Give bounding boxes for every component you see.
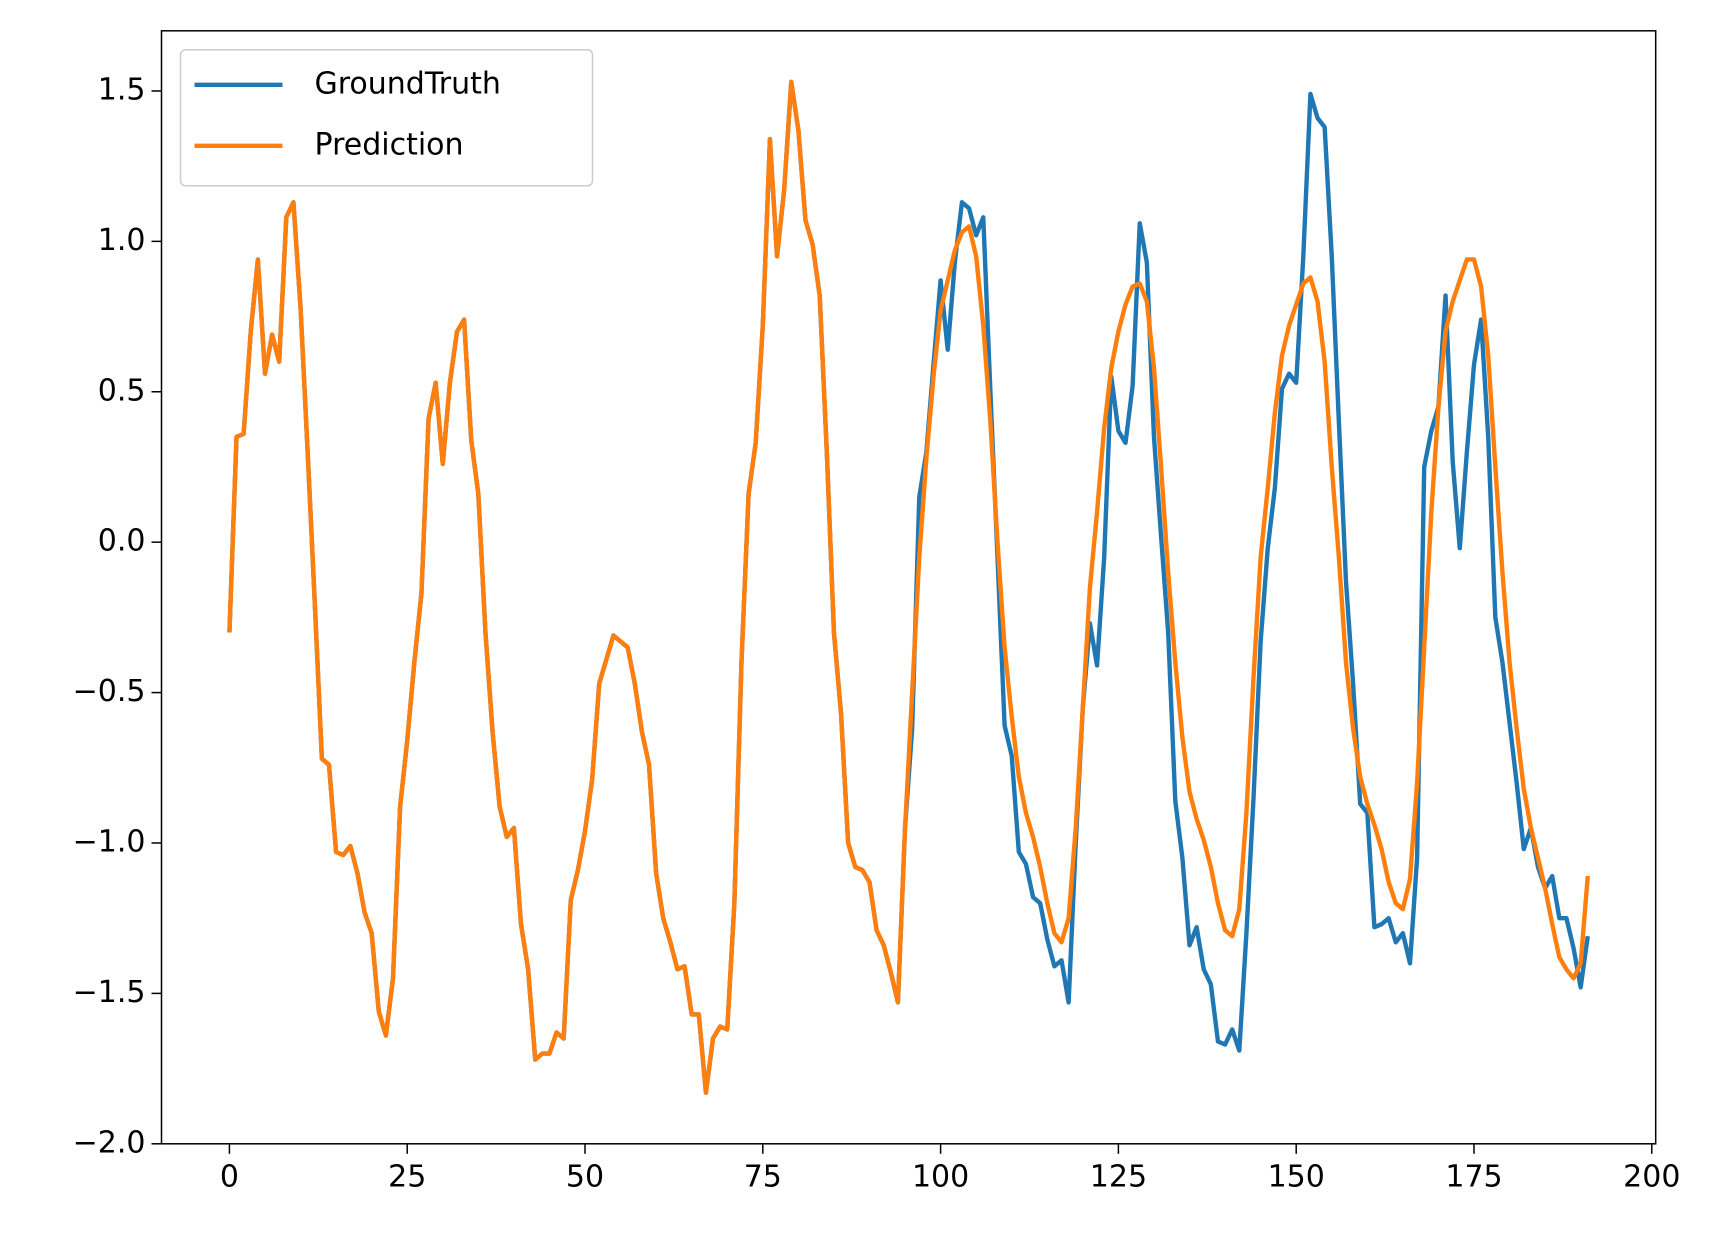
y-tick-label: −1.5	[73, 975, 146, 1010]
series-line	[227, 79, 1590, 1095]
y-tick-label: 0.5	[98, 373, 146, 408]
x-tick-label: 75	[744, 1159, 782, 1194]
y-tick-label: 1.5	[98, 72, 146, 107]
x-tick-label: 200	[1623, 1159, 1680, 1194]
legend-label: Prediction	[315, 127, 464, 162]
x-tick-label: 125	[1090, 1159, 1147, 1194]
y-tick-label: −2.0	[73, 1125, 146, 1160]
y-tick-label: 1.0	[98, 223, 146, 258]
legend-label: GroundTruth	[315, 66, 501, 101]
x-tick-label: 25	[388, 1159, 426, 1194]
x-tick-label: 150	[1268, 1159, 1325, 1194]
y-tick-label: 0.0	[98, 524, 146, 559]
x-tick-label: 0	[220, 1159, 239, 1194]
x-tick-label: 175	[1445, 1159, 1502, 1194]
series-line	[227, 79, 1590, 1095]
axes-frame	[160, 30, 1657, 1145]
y-tick-label: −0.5	[73, 674, 146, 709]
y-tick-label: −1.0	[73, 824, 146, 859]
legend-box	[179, 49, 594, 187]
x-tick-label: 50	[566, 1159, 604, 1194]
x-tick-label: 100	[912, 1159, 969, 1194]
